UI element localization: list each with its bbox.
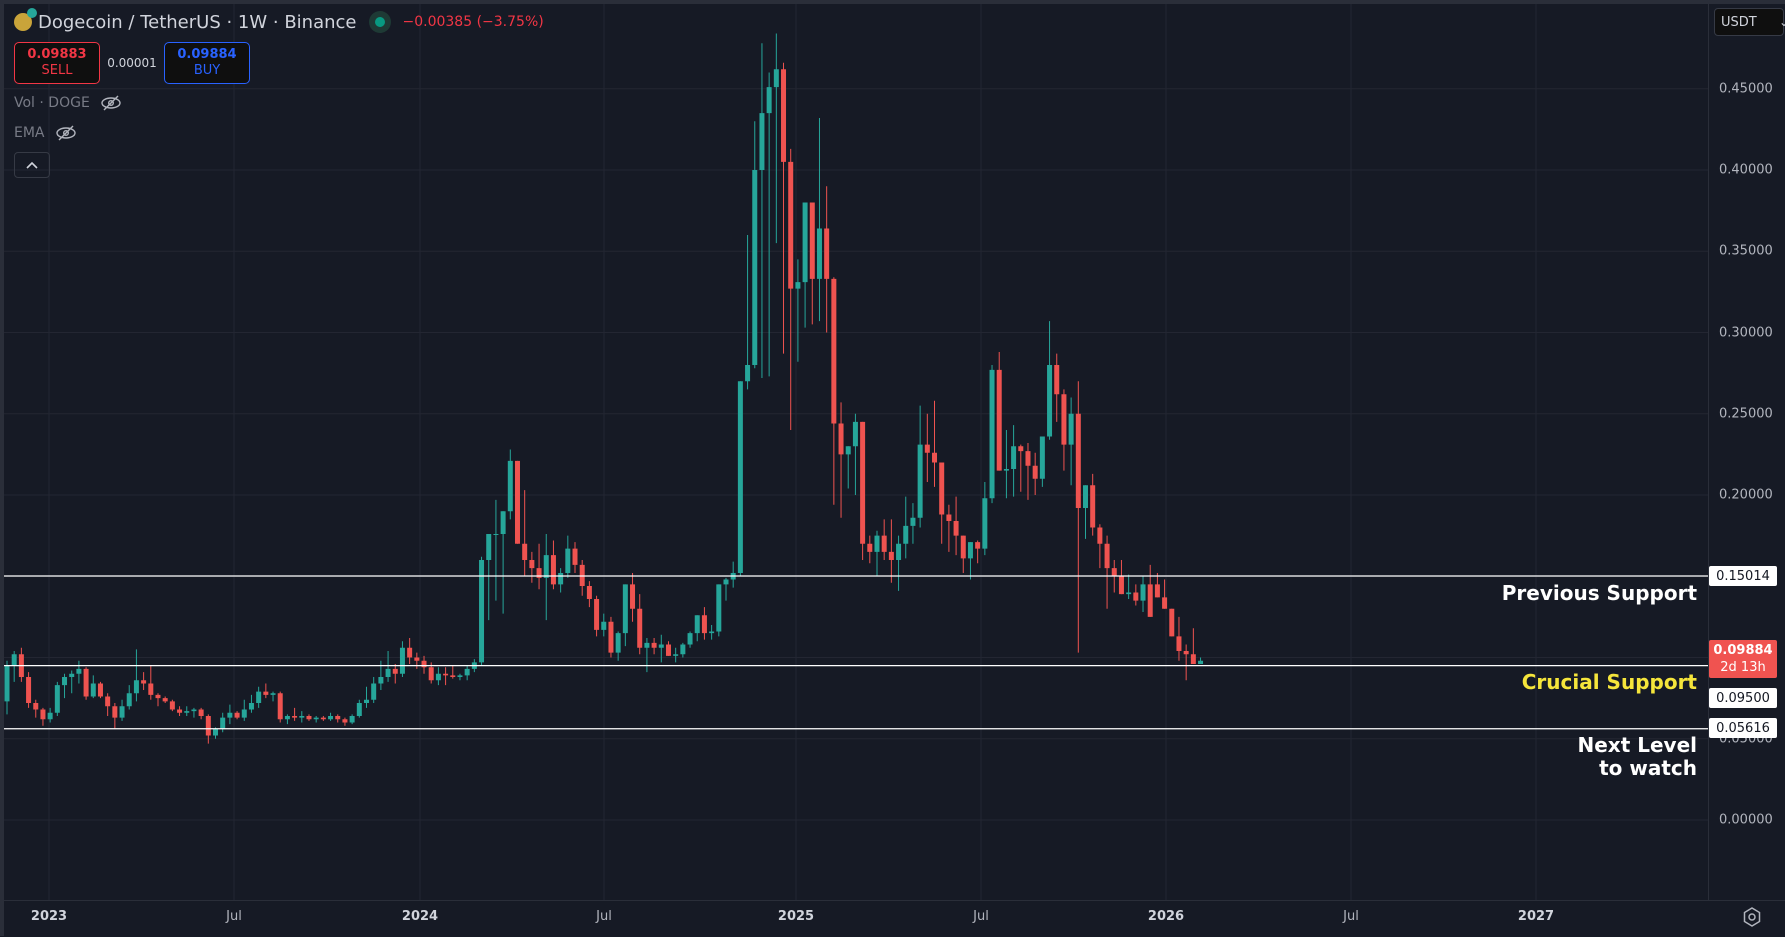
indicator-ema-label: EMA	[14, 125, 45, 141]
settings-gear-icon[interactable]	[1740, 905, 1764, 929]
chevron-down-icon: ⌄	[1778, 15, 1785, 29]
time-axis-label: Jul	[1343, 909, 1359, 924]
indicator-ema[interactable]: EMA	[14, 122, 544, 144]
time-axis-label: Jul	[973, 909, 989, 924]
eye-off-icon[interactable]	[100, 95, 122, 111]
dogecoin-icon	[14, 8, 37, 31]
spread-value: 0.00001	[107, 56, 157, 70]
level-tag-previous-support: 0.15014	[1709, 566, 1777, 586]
price-tick-label: 0.00000	[1719, 812, 1773, 828]
price-tick-label: 0.45000	[1719, 81, 1773, 97]
time-axis-label: Jul	[596, 909, 612, 924]
time-axis-label: 2023	[30, 909, 68, 924]
price-change: −0.00385 (−3.75%)	[402, 14, 544, 30]
time-axis-label: 2025	[777, 909, 815, 924]
annotation-crucial-support[interactable]: Crucial Support	[1521, 670, 1697, 694]
price-tick-label: 0.30000	[1719, 325, 1773, 340]
eye-off-icon[interactable]	[55, 125, 77, 141]
candlestick-chart	[4, 4, 1708, 900]
sell-button[interactable]: 0.09883 SELL	[14, 42, 100, 84]
time-axis-label: 2026	[1147, 909, 1185, 924]
level-tag-next-level: 0.05616	[1709, 718, 1777, 738]
price-axis[interactable]: 0.45000 0.40000 0.35000 0.30000 0.25000 0.200…	[1708, 4, 1785, 900]
buy-label: BUY	[193, 63, 221, 78]
currency-dropdown[interactable]: USDT ⌄	[1714, 8, 1785, 36]
buy-button[interactable]: 0.09884 BUY	[164, 42, 250, 84]
indicator-volume[interactable]: Vol · DOGE	[14, 92, 544, 114]
level-tag-crucial-support: 0.09500	[1709, 688, 1777, 708]
market-open-dot-icon	[374, 17, 385, 27]
time-axis-label: 2027	[1517, 909, 1555, 924]
chevron-up-icon	[26, 161, 38, 169]
price-tick-label: 0.25000	[1719, 406, 1773, 422]
annotation-previous-support[interactable]: Previous Support	[1501, 581, 1697, 605]
last-price-tag: 0.09884 2d 13h	[1709, 640, 1777, 678]
price-tick-label: 0.40000	[1719, 162, 1773, 178]
market-status[interactable]	[368, 11, 391, 33]
chart-plot-area[interactable]	[4, 4, 1708, 900]
sell-price: 0.09883	[27, 47, 87, 62]
left-border	[0, 0, 4, 936]
symbol-title[interactable]: Dogecoin / TetherUS · 1W · Binance	[38, 11, 357, 33]
top-border	[0, 0, 1785, 4]
annotation-next-level[interactable]: Next Level to watch	[1577, 733, 1698, 780]
chart-legend: Dogecoin / TetherUS · 1W · Binance −0.00…	[14, 8, 544, 178]
time-axis-label: 2024	[401, 909, 439, 924]
indicator-volume-label: Vol · DOGE	[14, 95, 90, 111]
price-tick-label: 0.20000	[1719, 487, 1773, 503]
currency-label: USDT	[1721, 14, 1757, 30]
buy-price: 0.09884	[177, 47, 237, 62]
bar-countdown: 2d 13h	[1720, 660, 1766, 675]
time-axis[interactable]: 2023 Jul 2024 Jul 2025 Jul 2026 Jul 2027	[4, 900, 1785, 937]
last-price: 0.09884	[1713, 643, 1773, 658]
collapse-legend-button[interactable]	[14, 152, 50, 178]
sell-label: SELL	[41, 63, 73, 78]
time-axis-label: Jul	[226, 909, 242, 924]
price-tick-label: 0.35000	[1719, 243, 1773, 259]
